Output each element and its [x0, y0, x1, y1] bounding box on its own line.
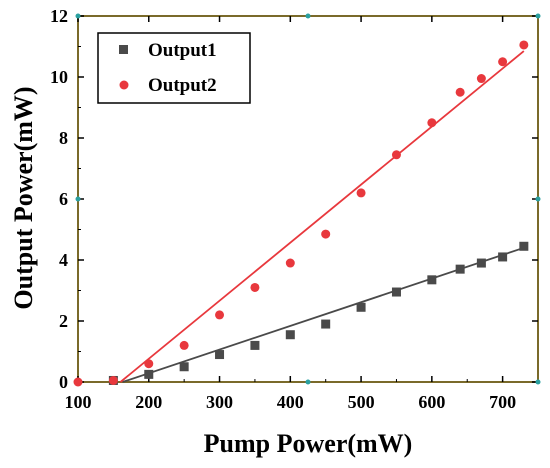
frame-handle: [305, 379, 311, 385]
data-point-output2: [391, 150, 401, 160]
data-point-output1: [356, 302, 366, 312]
legend-marker-output2: [119, 80, 129, 90]
y-tick-label: 2: [59, 311, 68, 331]
frame-handle: [305, 13, 311, 19]
legend-box: [97, 32, 251, 104]
x-tick-label: 700: [489, 392, 516, 412]
x-tick-label: 500: [348, 392, 375, 412]
y-tick-label: 4: [59, 250, 68, 270]
legend-marker-output1: [119, 45, 128, 54]
data-point-output1: [498, 252, 508, 262]
frame-handle: [75, 13, 81, 19]
data-point-output2: [250, 282, 260, 292]
data-point-output1: [391, 287, 401, 297]
y-tick-label: 6: [59, 189, 68, 209]
data-point-output2: [476, 74, 486, 84]
frame-handle: [535, 379, 541, 385]
data-point-output2: [356, 188, 366, 198]
axis-tick-labels: 100 200 300 400 500 600 700 0 2 4 6 8 10 12: [50, 6, 516, 412]
y-tick-label: 10: [50, 67, 68, 87]
data-point-output1: [455, 264, 465, 274]
data-point-output1: [144, 369, 154, 379]
data-point-output2: [73, 377, 83, 387]
data-point-output2: [144, 359, 154, 369]
data-point-output2: [519, 40, 529, 50]
data-point-output2: [427, 118, 437, 128]
data-points: [73, 40, 529, 387]
data-point-output1: [285, 330, 295, 340]
data-point-output2: [215, 310, 225, 320]
data-point-output2: [108, 375, 118, 385]
x-tick-label: 100: [65, 392, 92, 412]
x-tick-label: 600: [418, 392, 445, 412]
axis-ticks: [77, 15, 538, 383]
frame-handle: [535, 196, 541, 202]
x-tick-label: 200: [135, 392, 162, 412]
legend: Output1 Output2: [97, 32, 251, 104]
data-point-output2: [498, 57, 508, 67]
data-point-output1: [476, 258, 486, 268]
data-point-output1: [519, 241, 529, 251]
data-point-output2: [321, 229, 331, 239]
y-axis-title: Output Power(mW): [9, 86, 38, 309]
data-point-output1: [427, 275, 437, 285]
data-point-output1: [321, 319, 331, 329]
data-point-output2: [455, 87, 465, 97]
y-tick-label: 8: [59, 128, 68, 148]
legend-label-output2: Output2: [148, 75, 217, 96]
data-point-output2: [179, 340, 189, 350]
frame-handle: [535, 13, 541, 19]
frame-handles: [75, 13, 541, 385]
fit-line-output2: [119, 50, 525, 383]
y-tick-label: 12: [50, 6, 68, 26]
x-axis-title: Pump Power(mW): [204, 429, 413, 458]
y-tick-label: 0: [59, 372, 68, 392]
data-point-output2: [285, 258, 295, 268]
x-tick-label: 400: [277, 392, 304, 412]
frame-handle: [75, 196, 81, 202]
data-point-output1: [215, 350, 225, 360]
data-point-output1: [250, 340, 260, 350]
data-point-output1: [179, 362, 189, 372]
legend-label-output1: Output1: [148, 40, 217, 61]
x-tick-label: 300: [206, 392, 233, 412]
